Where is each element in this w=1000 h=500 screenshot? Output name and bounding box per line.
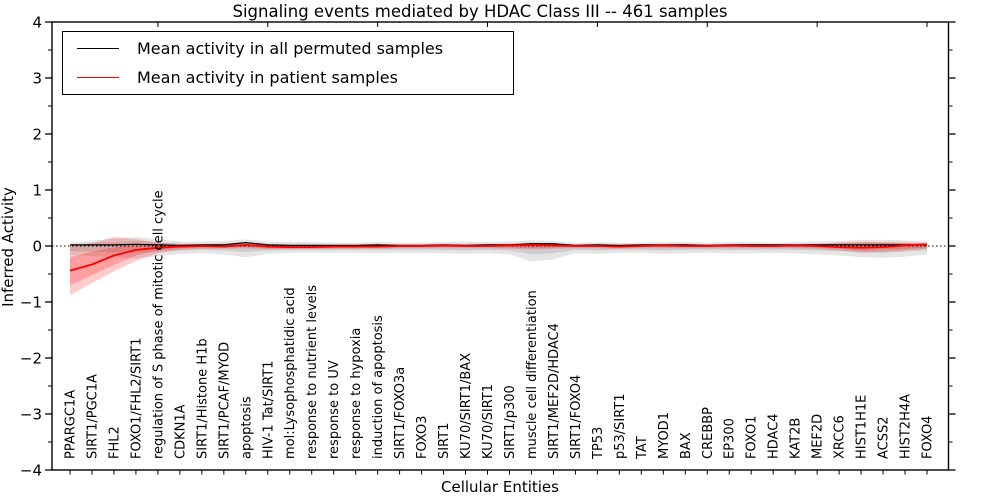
- patient-line-swatch: [77, 77, 119, 78]
- patient-band-outer: [70, 237, 927, 296]
- permuted-band-inner: [70, 240, 927, 255]
- legend: Mean activity in all permuted samples Me…: [62, 31, 514, 95]
- x-category-label: SIRT1/p300: [503, 385, 518, 459]
- x-category-label: SIRT1/FOXO3a: [393, 367, 408, 459]
- x-category-label: HDAC4: [767, 413, 782, 459]
- x-category-label: FOXO1: [745, 416, 760, 459]
- legend-label: Mean activity in all permuted samples: [137, 39, 444, 58]
- x-category-label: HIST2H4A: [899, 394, 914, 459]
- x-category-label: SIRT1/MEF2D/HDAC4: [547, 323, 562, 459]
- x-category-label: HIV-1 Tat/SIRT1: [261, 361, 276, 459]
- x-category-label: CREBBP: [701, 407, 716, 459]
- x-category-label: FHL2: [107, 426, 122, 459]
- y-tick-label: 1: [32, 182, 42, 200]
- x-category-label: PPARGC1A: [64, 390, 79, 459]
- x-category-label: TAT: [635, 436, 650, 460]
- x-category-label: SIRT1/Histone H1b: [195, 338, 210, 459]
- x-category-label: HIST1H1E: [855, 395, 870, 459]
- permuted-line-swatch: [77, 48, 119, 49]
- x-category-label: induction of apoptosis: [371, 315, 386, 459]
- y-tick-label: −1: [20, 294, 42, 312]
- y-tick-label: 2: [32, 126, 42, 144]
- permuted-band-outer: [70, 237, 927, 262]
- x-category-label: SIRT1: [437, 423, 452, 459]
- y-tick-label: −3: [20, 406, 42, 424]
- x-category-label: KAT2B: [789, 418, 804, 459]
- x-category-label: XRCC6: [833, 415, 848, 459]
- x-category-label: SIRT1/PGC1A: [85, 374, 100, 459]
- x-category-label: MEF2D: [811, 414, 826, 459]
- x-category-label: FOXO3: [415, 416, 430, 459]
- legend-label: Mean activity in patient samples: [137, 68, 398, 87]
- x-category-label: p53/SIRT1: [613, 393, 628, 459]
- x-category-label: regulation of S phase of mitotic cell cy…: [151, 190, 166, 459]
- x-category-label: FOXO1/FHL2/SIRT1: [129, 338, 144, 459]
- x-category-label: FOXO4: [921, 416, 936, 459]
- x-category-label: response to hypoxia: [349, 328, 364, 459]
- x-category-label: muscle cell differentiation: [525, 290, 540, 459]
- x-category-label: SIRT1/PCAF/MYOD: [217, 342, 232, 459]
- x-category-label: MYOD1: [657, 412, 672, 459]
- x-category-label: CDKN1A: [173, 404, 188, 459]
- x-category-label: KU70/SIRT1/BAX: [459, 353, 474, 459]
- x-category-label: KU70/SIRT1: [481, 384, 496, 459]
- y-tick-label: 4: [32, 14, 42, 32]
- x-category-label: response to UV: [327, 360, 342, 459]
- x-category-label: mol:Lysophosphatidic acid: [283, 287, 298, 459]
- x-category-label: SIRT1/FOXO4: [569, 375, 584, 459]
- x-category-label: apoptosis: [239, 396, 254, 459]
- y-tick-label: 0: [32, 238, 42, 256]
- x-category-label: response to nutrient levels: [305, 285, 320, 459]
- y-tick-label: 3: [32, 70, 42, 88]
- patient-mean-line: [69, 243, 928, 272]
- x-category-label: TP53: [591, 427, 606, 460]
- y-tick-label: −2: [20, 350, 42, 368]
- legend-item-patient: Mean activity in patient samples: [63, 68, 513, 87]
- chart-title: Signaling events mediated by HDAC Class …: [232, 2, 728, 21]
- x-category-label: BAX: [679, 432, 694, 459]
- x-category-label: EP300: [723, 418, 738, 459]
- x-category-label: ACSS2: [877, 416, 892, 459]
- y-tick-label: −4: [20, 462, 42, 480]
- legend-item-permuted: Mean activity in all permuted samples: [63, 39, 513, 58]
- x-axis-label: Cellular Entities: [441, 478, 559, 496]
